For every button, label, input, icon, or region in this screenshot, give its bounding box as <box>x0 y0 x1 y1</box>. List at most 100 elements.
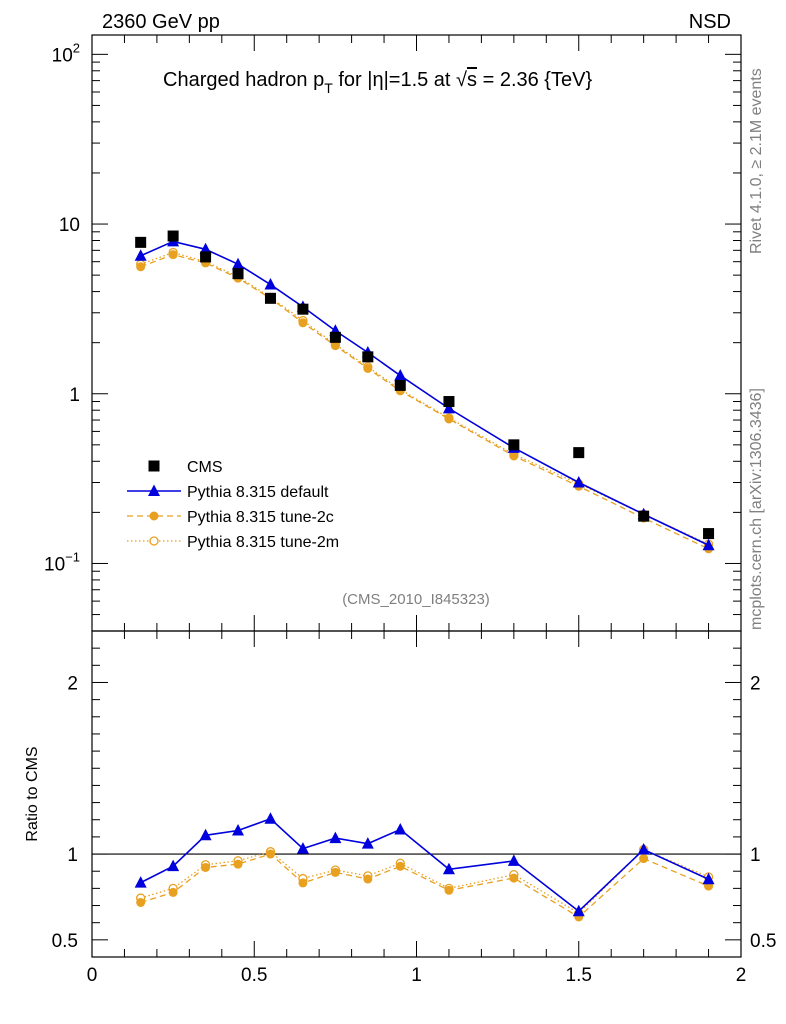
main-point-cms <box>264 292 276 304</box>
main-point-tune2c <box>444 414 454 424</box>
main-point-default <box>572 475 585 488</box>
main-point-cms <box>135 236 147 248</box>
ratio-point-tune2c <box>201 862 211 872</box>
chart-title: Charged hadron pT for |η|=1.5 at √s = 2.… <box>163 69 592 96</box>
ratio-point-default <box>442 862 455 875</box>
main-x-ticks <box>91 35 742 631</box>
x-tick-label: 2 <box>736 965 747 986</box>
main-point-cms <box>573 447 585 459</box>
ratio-point-tune2c <box>265 849 275 859</box>
ratio-y-tick-label-left: 2 <box>67 673 78 694</box>
legend-item-cms: CMS <box>148 459 223 476</box>
chart-title-subscript: T <box>324 80 333 96</box>
main-point-tune2c <box>509 451 519 461</box>
ratio-point-default <box>199 828 212 841</box>
main-series-group <box>134 230 715 554</box>
main-point-tune2c <box>168 250 178 260</box>
main-point-cms <box>167 230 179 242</box>
chart-title-s: s <box>467 69 477 91</box>
main-y-tick-label: 102 <box>52 40 80 66</box>
main-point-cms <box>232 268 244 280</box>
ratio-y-axis-label: Ratio to CMS <box>24 746 41 841</box>
ratio-point-tune2c <box>444 885 454 895</box>
ratio-point-default <box>329 831 342 844</box>
main-point-default <box>232 257 245 270</box>
main-point-tune2c <box>136 262 146 272</box>
ratio-point-tune2c <box>233 859 243 869</box>
main-point-default <box>264 278 277 290</box>
header-left-label: 2360 GeV pp <box>102 11 220 33</box>
legend-item-default: Pythia 8.315 default <box>127 484 329 501</box>
legend-item-tune2m: Pythia 8.315 tune-2m <box>127 534 339 551</box>
x-tick-label: 1 <box>411 965 422 986</box>
ratio-y-tick-label-right: 0.5 <box>750 931 776 952</box>
ratio-y-ticks: 0.5 0.5 1 1 2 2 <box>52 630 776 958</box>
legend: CMS Pythia 8.315 default Pythia 8.315 tune… <box>127 459 339 551</box>
x-tick-label: 0 <box>87 965 98 986</box>
ratio-point-default <box>394 823 407 835</box>
main-point-default <box>702 538 715 551</box>
legend-label-default: Pythia 8.315 default <box>187 484 329 501</box>
chart-title-part-b: for |η|=1.5 at <box>333 69 456 91</box>
rivet-version-label: Rivet 4.1.0, ≥ 2.1M events <box>748 68 765 254</box>
ratio-point-tune2c <box>168 887 178 897</box>
legend-marker-default <box>148 484 160 496</box>
analysis-id-label: (CMS_2010_I845323) <box>342 591 490 608</box>
ratio-point-default <box>264 812 277 824</box>
ratio-point-tune2c <box>639 854 649 864</box>
main-point-tune2c <box>330 341 340 351</box>
main-point-cms <box>703 528 715 540</box>
legend-label-tune2c: Pythia 8.315 tune-2c <box>187 509 334 526</box>
ratio-y-tick-label-left: 1 <box>67 845 78 866</box>
legend-label-tune2m: Pythia 8.315 tune-2m <box>187 534 339 551</box>
ratio-line-default <box>140 817 709 913</box>
main-point-cms <box>638 510 650 522</box>
main-y-ticks: 10−1 1 10 102 <box>44 40 741 632</box>
ratio-point-default <box>507 854 520 866</box>
main-point-cms <box>200 251 212 263</box>
ratio-point-default <box>572 904 585 917</box>
main-point-cms <box>443 396 455 408</box>
main-point-default <box>442 401 455 414</box>
x-tick-label: 1.5 <box>566 965 592 986</box>
main-y-tick-label: 10 <box>59 215 80 236</box>
ratio-line-tune2c <box>140 853 709 918</box>
main-point-cms <box>362 351 374 363</box>
chart-title-sqrt: √ <box>456 69 467 91</box>
mcplots-label: mcplots.cern.ch [arXiv:1306.3436] <box>748 388 765 630</box>
ratio-point-default <box>637 843 650 855</box>
main-point-cms <box>329 331 341 343</box>
main-point-default <box>394 369 407 381</box>
legend-marker-tune2m <box>149 536 159 546</box>
ratio-x-ticks: 0 0.5 1 1.5 2 <box>87 631 747 986</box>
main-point-tune2c <box>363 363 373 373</box>
ratio-y-tick-label-right: 2 <box>750 673 761 694</box>
header-right-label: NSD <box>689 11 731 33</box>
ratio-point-default <box>296 842 309 854</box>
ratio-point-tune2c <box>395 861 405 871</box>
main-point-default <box>134 249 147 261</box>
main-y-tick-label: 1 <box>69 385 80 406</box>
chart-title-part-a: Charged hadron p <box>163 69 324 91</box>
ratio-line-tune2m <box>140 848 709 914</box>
ratio-point-tune2c <box>363 874 373 884</box>
main-point-cms <box>508 439 520 451</box>
main-point-tune2c <box>298 318 308 328</box>
ratio-y-tick-label-right: 1 <box>750 845 761 866</box>
ratio-plot-frame <box>91 630 742 958</box>
ratio-point-default <box>232 824 245 836</box>
legend-marker-cms <box>148 460 160 472</box>
ratio-y-tick-label-left: 0.5 <box>52 931 78 952</box>
main-point-default <box>199 242 212 255</box>
ratio-point-tune2c <box>298 878 308 888</box>
ratio-plot-panel: 0.5 0.5 1 1 2 2 0 0.5 1 1.5 2 <box>52 630 776 986</box>
legend-item-tune2c: Pythia 8.315 tune-2c <box>127 509 334 526</box>
ratio-point-tune2c <box>136 897 146 907</box>
main-plot-panel: 10−1 1 10 102 <box>44 34 742 632</box>
ratio-point-default <box>134 876 147 888</box>
ratio-point-default <box>702 872 715 885</box>
main-point-cms <box>394 379 406 391</box>
chart-title-part-c: = 2.36 {TeV} <box>477 69 592 91</box>
legend-marker-tune2c <box>149 511 159 521</box>
